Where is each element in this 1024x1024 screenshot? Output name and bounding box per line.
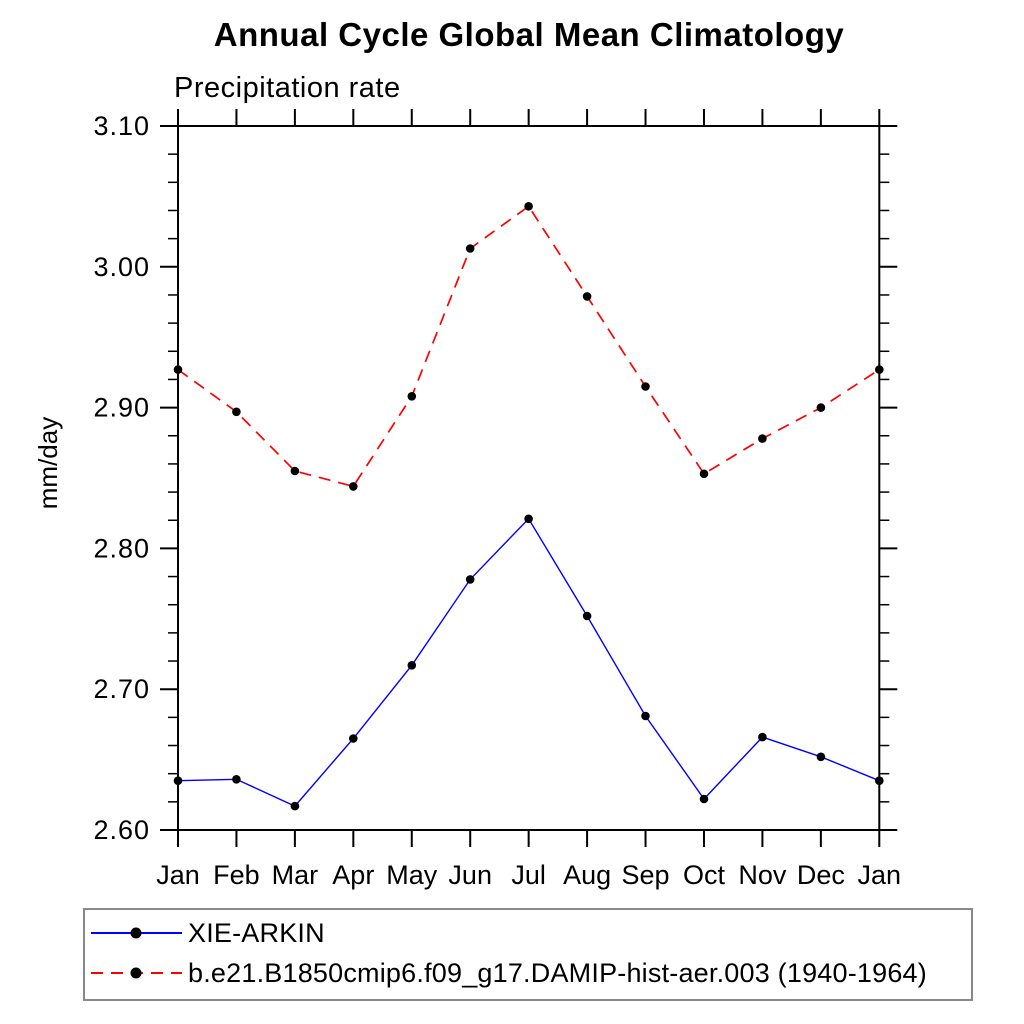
data-point-marker bbox=[582, 611, 592, 621]
data-point-marker bbox=[699, 469, 709, 479]
y-tick-label: 2.70 bbox=[93, 674, 150, 704]
legend-label: b.e21.B1850cmip6.f09_g17.DAMIP-hist-aer.… bbox=[188, 957, 927, 988]
x-tick-label: Jan bbox=[858, 860, 902, 890]
data-point-marker bbox=[349, 734, 358, 743]
data-point-marker bbox=[465, 244, 475, 253]
data-point-marker bbox=[875, 365, 884, 374]
data-point-marker bbox=[641, 711, 650, 721]
data-point-marker bbox=[816, 403, 826, 412]
legend-entry-model: b.e21.B1850cmip6.f09_g17.DAMIP-hist-aer.… bbox=[89, 953, 927, 993]
legend-marker-dot-icon bbox=[130, 967, 142, 979]
data-point-marker bbox=[232, 775, 241, 784]
legend-label: XIE-ARKIN bbox=[188, 917, 325, 948]
chart-title: Annual Cycle Global Mean Climatology bbox=[213, 16, 845, 53]
data-point-marker bbox=[407, 392, 417, 401]
legend-line-sample-dashed bbox=[91, 967, 182, 979]
data-point-marker bbox=[290, 801, 300, 811]
x-tick-label: Feb bbox=[213, 860, 260, 890]
plot-area: 2.60 2.70 2.80 2.90 3.00 3.10 Jan Feb Mar Apr May J… bbox=[93, 109, 901, 890]
data-point-marker bbox=[758, 434, 767, 443]
x-tick-label: Oct bbox=[683, 860, 726, 890]
x-tick-label: Sep bbox=[622, 860, 670, 890]
data-point-marker bbox=[699, 794, 709, 804]
x-tick-label: Apr bbox=[332, 860, 374, 890]
data-point-marker bbox=[465, 575, 475, 584]
legend-entry-xie-arkin: XIE-ARKIN bbox=[89, 913, 325, 953]
y-tick-label: 2.60 bbox=[93, 815, 150, 845]
y-axis-label: mm/day bbox=[33, 417, 63, 509]
data-point-marker bbox=[407, 661, 417, 670]
y-tick-label: 3.00 bbox=[93, 252, 150, 282]
data-point-marker bbox=[816, 752, 826, 762]
data-point-marker bbox=[173, 776, 183, 785]
x-tick-label: Jan bbox=[156, 860, 200, 890]
legend-line-sample-solid bbox=[91, 927, 182, 939]
y-tick-label: 2.80 bbox=[93, 533, 150, 563]
data-point-marker bbox=[524, 514, 533, 524]
x-tick-label: Mar bbox=[272, 860, 319, 890]
plot-frame bbox=[177, 125, 881, 831]
chart-subtitle: Precipitation rate bbox=[174, 72, 401, 104]
legend-box: XIE-ARKIN b.e21.B1850cmip6.f09_g17.DAMIP… bbox=[83, 908, 973, 1001]
series-line-solid bbox=[177, 517, 880, 807]
data-point-marker bbox=[524, 202, 533, 211]
data-point-marker bbox=[641, 382, 650, 391]
legend-marker-dot-icon bbox=[130, 927, 142, 939]
x-tick-label: Aug bbox=[563, 860, 611, 890]
y-tick-label: 3.10 bbox=[93, 111, 150, 141]
data-point-marker bbox=[173, 365, 183, 374]
data-point-marker bbox=[349, 482, 358, 491]
data-point-marker bbox=[232, 407, 241, 417]
series-line-dashed bbox=[177, 205, 880, 488]
data-point-marker bbox=[758, 732, 767, 742]
data-point-marker bbox=[290, 466, 300, 476]
x-tick-label: Nov bbox=[738, 860, 787, 890]
x-tick-label: Jun bbox=[448, 860, 492, 890]
y-tick-label: 2.90 bbox=[93, 393, 150, 423]
data-point-marker bbox=[582, 292, 592, 301]
x-tick-label: Jul bbox=[511, 860, 546, 890]
data-point-marker bbox=[875, 776, 884, 785]
x-tick-label: Dec bbox=[797, 860, 845, 890]
x-tick-label: May bbox=[386, 860, 438, 890]
